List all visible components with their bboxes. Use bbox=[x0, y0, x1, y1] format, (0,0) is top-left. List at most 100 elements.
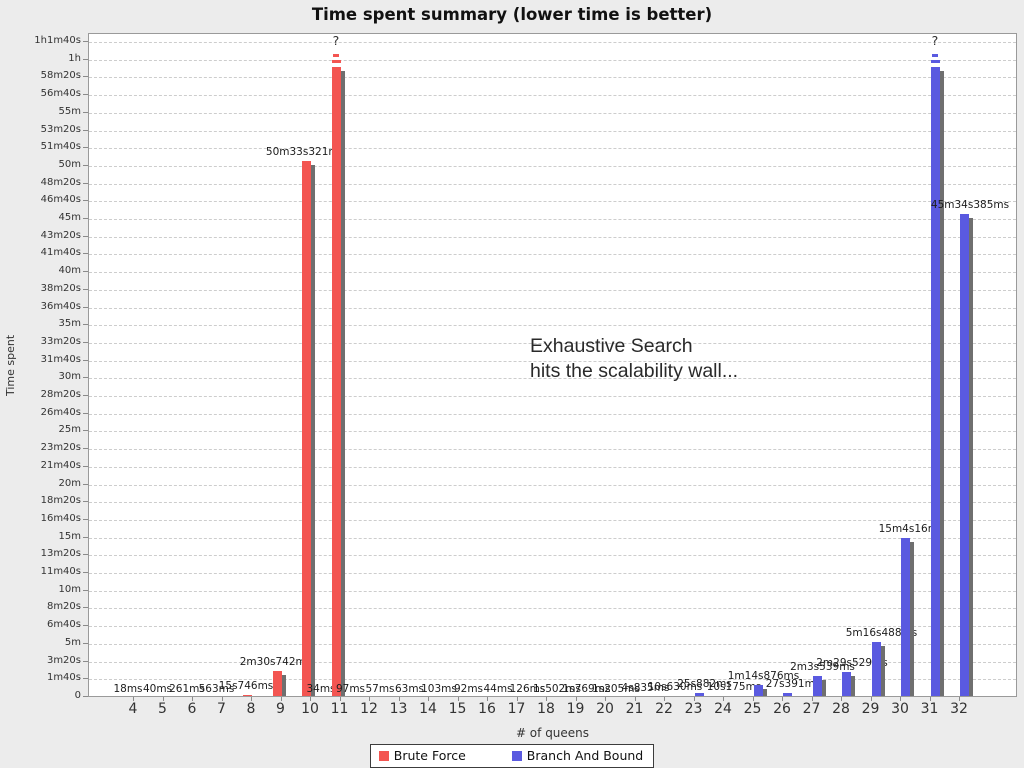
grid-line bbox=[89, 626, 1016, 628]
grid-line bbox=[89, 537, 1016, 539]
y-tick bbox=[83, 41, 88, 42]
annotation-line-2: hits the scalability wall... bbox=[530, 360, 739, 382]
y-tick-label: 48m20s bbox=[40, 176, 81, 188]
y-tick-label: 5m bbox=[64, 636, 81, 648]
bar-value-label: 15m4s16ms bbox=[878, 522, 944, 535]
y-tick-label: 3m20s bbox=[46, 654, 81, 666]
y-tick-label: 55m bbox=[58, 105, 81, 117]
bar-value-label: 103ms bbox=[421, 683, 457, 695]
branch-and-bound-swatch bbox=[511, 750, 522, 761]
y-tick-label: 6m40s bbox=[46, 619, 81, 631]
bar-brute-force bbox=[302, 161, 311, 696]
y-tick-label: 28m20s bbox=[40, 389, 81, 401]
grid-line bbox=[89, 466, 1016, 468]
y-tick bbox=[83, 589, 88, 591]
y-tick-label: 58m20s bbox=[40, 70, 81, 82]
x-tick bbox=[752, 697, 754, 701]
x-tick-label: 25 bbox=[743, 701, 762, 717]
y-tick bbox=[83, 625, 88, 627]
bar-value-label: 261ms bbox=[169, 683, 205, 695]
bar-value-label: 97ms bbox=[335, 683, 366, 695]
x-tick bbox=[664, 697, 665, 701]
y-tick bbox=[83, 412, 88, 414]
y-tick bbox=[83, 76, 88, 78]
grid-line bbox=[89, 413, 1016, 415]
x-tick-label: 26 bbox=[773, 701, 791, 717]
bar-value-label: 10s175ms bbox=[706, 681, 762, 694]
y-tick bbox=[83, 678, 88, 680]
y-tick bbox=[83, 465, 88, 467]
bar-cutoff-dash bbox=[333, 54, 339, 57]
grid-line bbox=[89, 165, 1016, 167]
legend-wrapper: Brute Force Branch And Bound bbox=[0, 744, 1024, 768]
x-tick bbox=[605, 697, 606, 701]
y-tick-label: 1m40s bbox=[46, 672, 81, 684]
grid-line bbox=[89, 183, 1016, 185]
y-tick bbox=[83, 94, 88, 96]
grid-line bbox=[89, 502, 1016, 504]
y-tick bbox=[83, 324, 88, 326]
x-tick bbox=[162, 697, 164, 701]
y-tick bbox=[83, 483, 88, 485]
bar-branch-and-bound bbox=[694, 693, 704, 696]
x-tick bbox=[398, 697, 400, 701]
y-tick-label: 53m20s bbox=[40, 123, 81, 135]
brute-force-swatch bbox=[378, 750, 389, 761]
bar-value-label: 27s391ms bbox=[765, 678, 821, 691]
x-tick-label: 18 bbox=[537, 701, 555, 717]
bar-cutoff-dash bbox=[930, 60, 940, 63]
bar-value-label: 2m3s539ms bbox=[790, 661, 855, 674]
grid-line bbox=[89, 661, 1016, 663]
y-tick bbox=[83, 218, 88, 220]
x-tick-label: 27 bbox=[802, 701, 821, 717]
grid-line bbox=[89, 236, 1016, 238]
bar-value-label: 45m34s385ms bbox=[930, 198, 1010, 211]
grid-line bbox=[89, 325, 1016, 327]
y-tick bbox=[83, 554, 88, 556]
x-tick-label: 8 bbox=[246, 701, 256, 717]
y-tick-label: 36m40s bbox=[40, 300, 81, 312]
y-tick bbox=[83, 341, 88, 343]
x-tick-label: 20 bbox=[596, 701, 614, 717]
bar-branch-and-bound bbox=[783, 693, 792, 696]
grid-line bbox=[89, 219, 1016, 221]
grid-line bbox=[89, 42, 1016, 43]
x-tick bbox=[457, 697, 459, 701]
x-tick-label: 16 bbox=[478, 701, 496, 717]
bar-branch-and-bound bbox=[665, 696, 674, 697]
bar-value-label: 44ms bbox=[483, 683, 513, 695]
y-tick bbox=[83, 359, 88, 361]
y-tick-label: 21m40s bbox=[40, 459, 81, 471]
grid-line bbox=[89, 112, 1016, 114]
y-tick-label: 11m40s bbox=[40, 566, 81, 578]
y-tick bbox=[83, 182, 88, 184]
y-tick bbox=[83, 58, 88, 60]
x-tick bbox=[723, 697, 724, 701]
y-tick bbox=[83, 607, 88, 609]
y-tick-label: 16m40s bbox=[40, 512, 81, 524]
grid-line bbox=[89, 484, 1016, 486]
x-tick-label: 7 bbox=[217, 701, 226, 717]
grid-line bbox=[89, 679, 1016, 681]
y-tick-label: 0 bbox=[74, 690, 81, 701]
y-tick-label: 33m20s bbox=[40, 335, 81, 347]
x-tick-label: 11 bbox=[330, 701, 349, 717]
bar-branch-and-bound bbox=[842, 671, 851, 696]
x-tick bbox=[251, 697, 252, 701]
y-tick-label: 26m40s bbox=[40, 406, 81, 418]
legend-item-brute-force: Brute Force bbox=[378, 748, 466, 763]
legend: Brute Force Branch And Bound bbox=[369, 744, 655, 768]
y-tick bbox=[83, 147, 88, 149]
x-tick-label: 30 bbox=[891, 701, 909, 717]
x-tick bbox=[280, 697, 282, 701]
y-tick-label: 15m bbox=[58, 530, 81, 542]
y-tick bbox=[83, 164, 88, 166]
y-tick bbox=[83, 271, 88, 273]
y-tick-label: 23m20s bbox=[40, 442, 81, 454]
y-tick-label: 38m20s bbox=[40, 282, 81, 294]
bar-branch-and-bound bbox=[812, 676, 822, 696]
grid-line bbox=[89, 59, 1016, 61]
grid-line bbox=[89, 431, 1016, 433]
x-tick bbox=[870, 697, 872, 701]
x-tick bbox=[546, 697, 547, 701]
